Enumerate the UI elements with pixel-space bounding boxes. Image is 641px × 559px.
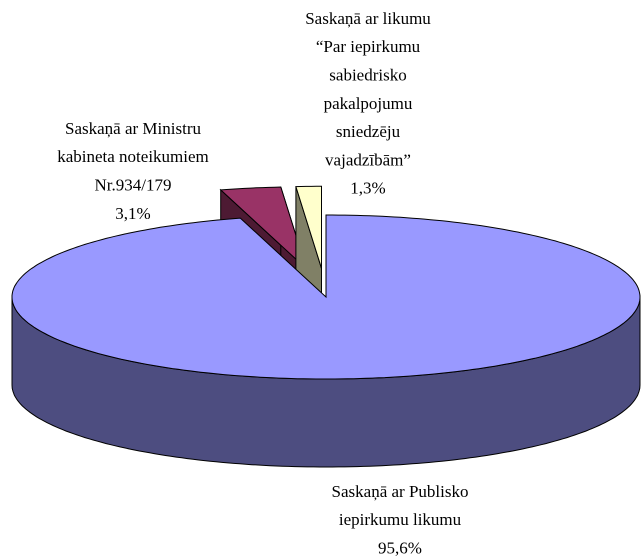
slice-label: “Par iepirkumu bbox=[316, 37, 421, 56]
slice-label: Saskaņā ar likumu bbox=[305, 9, 431, 28]
slice-label: Saskaņā ar Ministru bbox=[65, 119, 201, 138]
slice-label: sabiedrisko bbox=[329, 66, 406, 85]
slice bbox=[219, 186, 308, 271]
slice-label: pakalpojumu bbox=[324, 94, 413, 113]
slice-label: Saskaņā ar Publisko bbox=[332, 482, 469, 501]
value-label: 1,3% bbox=[350, 179, 385, 198]
value-label: 3,1% bbox=[115, 204, 150, 223]
slice-label: Nr.934/179 bbox=[95, 176, 172, 195]
slice bbox=[295, 185, 322, 269]
slice-label: kabineta noteikumiem bbox=[57, 147, 209, 166]
slice-label: vajadzībām” bbox=[325, 150, 411, 169]
slice-label: sniedzēju bbox=[336, 122, 401, 141]
slice-label: iepirkumu likumu bbox=[339, 510, 462, 529]
slice bbox=[11, 214, 641, 380]
value-label: 95,6% bbox=[378, 539, 422, 558]
